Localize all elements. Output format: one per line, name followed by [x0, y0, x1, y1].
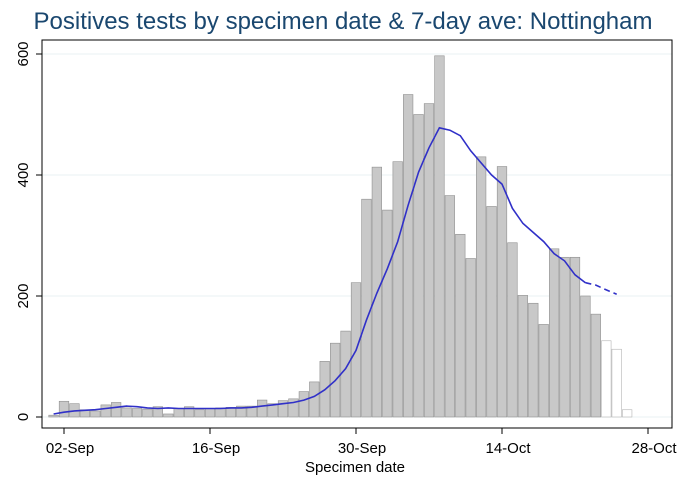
bar: [277, 400, 289, 418]
bar: [486, 206, 497, 418]
average-line: [53, 126, 586, 415]
x-axis-title: Specimen date: [305, 459, 405, 476]
bar: [413, 114, 424, 418]
bar: [528, 302, 539, 418]
bar: [111, 402, 122, 418]
x-tick-label: 02-Sep: [46, 440, 94, 457]
bar: [590, 313, 601, 418]
bar: [361, 198, 372, 418]
bar: [611, 348, 622, 418]
bar: [173, 408, 184, 418]
chart-title: Positives tests by specimen date & 7-day…: [33, 8, 653, 35]
bar: [403, 94, 414, 418]
bar: [434, 55, 445, 418]
y-tick-label: 400: [15, 162, 32, 187]
bar: [340, 330, 351, 418]
bars: [48, 55, 633, 418]
bar: [517, 295, 528, 418]
bar: [622, 409, 633, 418]
bar: [204, 408, 216, 418]
bar: [559, 256, 570, 418]
bar: [152, 406, 163, 418]
x-tick-label: 14-Oct: [485, 440, 531, 457]
bar: [507, 242, 518, 418]
y-tick-label: 200: [15, 283, 32, 308]
x-tick-label: 30-Sep: [338, 440, 386, 457]
average-line-projected: [585, 281, 618, 295]
y-tick-label: 0: [15, 413, 32, 421]
bar: [267, 403, 278, 418]
bar: [246, 405, 257, 418]
bar: [601, 340, 612, 418]
bar: [423, 103, 435, 418]
bar: [288, 398, 299, 418]
bar: [90, 410, 101, 418]
bar: [496, 166, 508, 418]
bar: [194, 409, 205, 418]
bar: [580, 295, 591, 418]
plot-frame: [41, 39, 673, 429]
bar: [392, 161, 403, 418]
bar: [382, 209, 393, 418]
bar: [444, 195, 455, 418]
bar: [476, 156, 487, 418]
bar: [309, 381, 320, 418]
bar: [538, 324, 549, 418]
bar: [455, 233, 466, 418]
bar: [58, 400, 70, 418]
bar: [236, 405, 247, 418]
x-tick-label: 16-Sep: [192, 440, 240, 457]
bar: [142, 408, 153, 418]
bar: [549, 248, 560, 418]
y-tick-label: 600: [15, 41, 32, 66]
bar: [100, 404, 111, 418]
axes: 0 200 400 600 02-Sep 16-Sep 30-Sep 14-Oct 28-Oct: [15, 39, 677, 457]
bar: [298, 391, 309, 418]
bar: [184, 406, 195, 418]
bar: [48, 414, 59, 418]
bar: [257, 399, 268, 418]
x-tick-label: 28-Oct: [631, 440, 677, 457]
bar: [131, 408, 143, 418]
bar: [569, 256, 581, 418]
bar: [121, 407, 132, 418]
bar: [163, 413, 174, 418]
seven-day-average: [53, 126, 618, 415]
bar: [465, 258, 476, 418]
